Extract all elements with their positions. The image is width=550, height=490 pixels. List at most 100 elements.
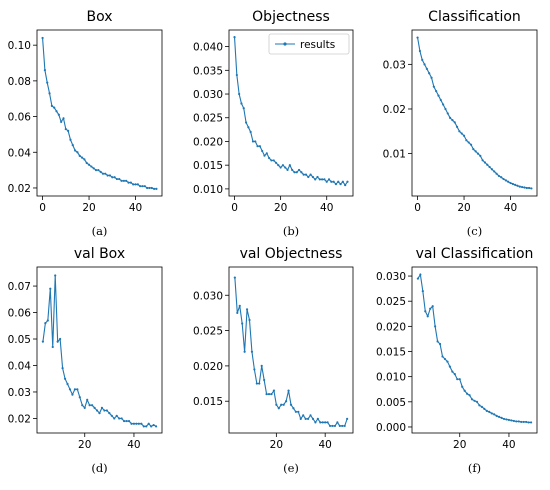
data-point	[155, 187, 158, 190]
y-tick-label: 0.03	[383, 59, 406, 71]
data-point	[277, 407, 280, 410]
data-point	[314, 178, 317, 181]
x-tick-label: 20	[453, 439, 466, 451]
data-point	[233, 276, 236, 279]
panel-label: (e)	[283, 461, 299, 475]
data-point	[235, 73, 238, 77]
data-point	[444, 107, 447, 111]
y-tick-label: 0.015	[193, 160, 223, 172]
data-point	[105, 409, 108, 412]
data-point	[518, 185, 521, 188]
data-point	[120, 179, 123, 182]
data-point	[248, 318, 251, 322]
data-point	[488, 165, 491, 169]
data-point	[62, 117, 65, 120]
data-point	[74, 149, 77, 152]
y-tick-label: 0.015	[376, 347, 406, 359]
data-point	[306, 417, 310, 420]
data-point	[488, 410, 491, 413]
data-point	[438, 342, 442, 346]
data-point	[127, 419, 131, 423]
chart-title: Objectness	[252, 9, 330, 25]
data-point	[129, 181, 132, 184]
y-tick-label: 0.020	[193, 136, 223, 148]
y-tick-label: 0.10	[8, 40, 31, 52]
data-point	[302, 414, 305, 417]
data-point	[71, 393, 74, 396]
data-point	[55, 110, 58, 113]
data-point	[286, 168, 289, 172]
data-point	[148, 186, 151, 190]
data-point	[66, 382, 69, 386]
data-point	[110, 414, 113, 417]
data-point	[111, 176, 114, 179]
data-point	[49, 287, 52, 290]
data-point	[331, 424, 334, 428]
data-point	[316, 417, 319, 420]
y-tick-label: 0.02	[383, 104, 406, 116]
data-point	[316, 175, 319, 179]
data-point	[242, 107, 245, 110]
data-point	[421, 58, 424, 61]
data-point	[311, 175, 314, 179]
data-point	[282, 403, 285, 406]
data-point	[426, 315, 429, 318]
data-point	[474, 150, 477, 153]
y-tick-label: 0.010	[376, 372, 406, 384]
data-point	[304, 417, 307, 420]
data-point	[497, 174, 500, 178]
data-point	[429, 307, 432, 310]
data-point	[297, 168, 301, 172]
data-point	[500, 416, 503, 420]
data-point	[59, 337, 62, 341]
data-point	[53, 106, 56, 109]
data-point	[263, 154, 266, 157]
data-point	[274, 161, 278, 164]
data-point	[517, 420, 520, 423]
data-point	[321, 421, 324, 424]
y-tick-label: 0.05	[8, 334, 31, 346]
y-tick-label: 0.03	[8, 387, 31, 399]
data-point	[430, 76, 433, 79]
data-point	[279, 166, 282, 169]
y-tick-label: 0.07	[8, 281, 31, 293]
data-point	[67, 129, 70, 132]
data-point	[334, 183, 338, 186]
data-point	[265, 152, 268, 155]
data-point	[115, 177, 119, 181]
data-point	[68, 388, 72, 391]
data-point	[113, 417, 116, 420]
x-tick-label: 20	[82, 202, 95, 214]
data-point	[311, 417, 315, 420]
data-point	[529, 421, 533, 424]
data-point	[451, 370, 454, 373]
y-tick-label: 0.08	[8, 76, 31, 88]
x-tick-label: 0	[39, 202, 46, 214]
data-point	[272, 159, 275, 162]
data-point	[525, 420, 528, 424]
data-point	[80, 156, 84, 159]
data-point	[490, 412, 493, 415]
data-point	[123, 419, 126, 423]
data-point	[434, 325, 437, 328]
y-tick-label: 0.06	[8, 112, 32, 124]
data-point	[455, 125, 459, 128]
data-point	[424, 310, 427, 313]
data-point	[525, 186, 528, 190]
data-point	[432, 85, 435, 88]
data-point	[287, 389, 290, 392]
data-point	[294, 410, 297, 413]
data-point	[130, 422, 133, 425]
data-point	[346, 180, 349, 183]
chart-title: val Classification	[416, 246, 534, 262]
data-point	[76, 151, 79, 154]
x-tick-label: 20	[78, 439, 91, 451]
data-point	[122, 179, 125, 182]
data-point	[425, 67, 428, 70]
data-point	[462, 134, 466, 137]
y-tick-label: 0.000	[376, 422, 406, 434]
data-point	[272, 389, 276, 392]
data-point	[528, 186, 531, 190]
data-point	[527, 421, 530, 424]
data-point	[495, 414, 498, 417]
